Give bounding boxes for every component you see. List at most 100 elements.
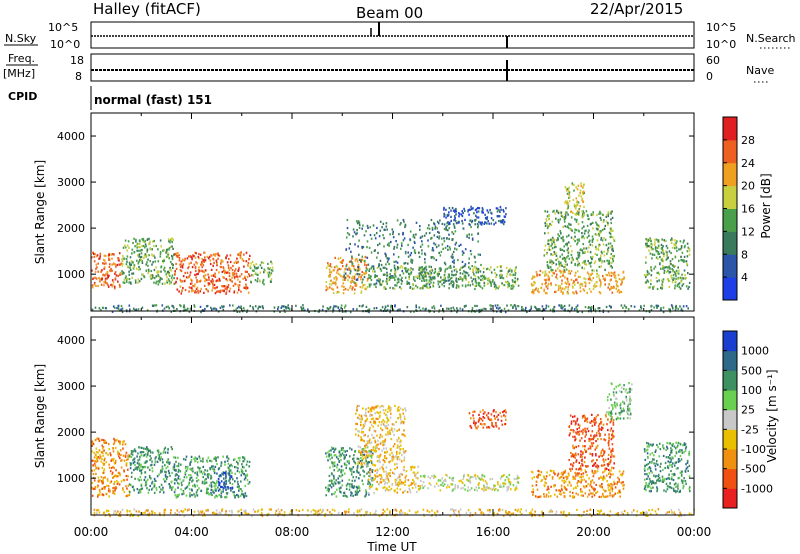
power-echo [141, 259, 143, 262]
power-echo [576, 218, 578, 221]
power-echo [462, 227, 465, 230]
power-echo [190, 282, 193, 285]
velocity-echo [162, 451, 165, 454]
power-echo [514, 268, 517, 271]
power-echo [385, 255, 387, 258]
power-echo [259, 264, 262, 267]
power-echo [615, 287, 618, 290]
power-echo [568, 241, 570, 244]
velocity-echo [451, 489, 454, 492]
power-echo [129, 263, 131, 266]
power-echo [108, 265, 111, 268]
velocity-echo [119, 442, 121, 445]
power-echo [262, 280, 264, 283]
velocity-echo [147, 491, 150, 494]
power-echo [429, 276, 432, 279]
velocity-echo [385, 413, 387, 417]
power-echo [578, 251, 581, 254]
power-echo [245, 283, 247, 286]
velocity-echo [238, 471, 241, 474]
power-echo [326, 307, 329, 310]
power-echo [553, 241, 555, 244]
power-echo [443, 237, 445, 240]
power-echo [244, 276, 246, 279]
power-echo [369, 285, 371, 288]
velocity-echo [191, 480, 193, 483]
power-echo [143, 254, 146, 257]
power-echo [362, 304, 364, 307]
power-echo [356, 229, 358, 232]
velocity-echo [126, 478, 128, 481]
power-echo [581, 210, 583, 213]
power-echo [577, 254, 579, 257]
power-echo [463, 276, 465, 280]
power-echo [395, 260, 397, 263]
power-echo [582, 210, 584, 213]
power-echo [343, 306, 346, 309]
power-echo [145, 255, 147, 258]
power-echo [650, 246, 653, 249]
power-echo [490, 266, 492, 269]
power-echo [421, 235, 424, 238]
power-echo [355, 258, 357, 261]
power-echo [570, 278, 573, 281]
power-echo [247, 264, 249, 267]
power-echo [476, 216, 478, 219]
velocity-echo [379, 481, 382, 484]
power-echo [668, 308, 670, 311]
power-echo [136, 249, 138, 252]
velocity-echo [366, 461, 369, 464]
power-echo [341, 265, 344, 268]
power-colorbar-tick: 12 [741, 225, 755, 238]
power-echo [393, 247, 395, 250]
power-echo [436, 227, 438, 230]
power-echo [238, 310, 241, 313]
velocity-echo [115, 486, 117, 489]
power-echo [145, 269, 148, 272]
power-echo [363, 272, 365, 275]
power-echo [407, 262, 409, 265]
velocity-echo [437, 484, 440, 487]
power-echo [209, 262, 212, 266]
power-echo [571, 256, 573, 259]
power-echo [407, 268, 409, 271]
power-echo [352, 276, 354, 280]
power-echo [358, 226, 361, 229]
power-echo [550, 244, 553, 247]
velocity-echo [175, 468, 177, 471]
velocity-echo [434, 475, 437, 478]
power-echo [147, 264, 149, 267]
power-echo [678, 259, 680, 262]
power-echo [253, 265, 256, 268]
power-echo [352, 235, 354, 238]
power-echo [685, 305, 688, 308]
power-echo [361, 270, 363, 273]
power-echo [251, 260, 254, 263]
velocity-echo [136, 466, 138, 469]
power-echo [215, 268, 218, 272]
velocity-echo [400, 482, 402, 485]
power-echo [295, 304, 297, 307]
velocity-echo [454, 487, 456, 490]
power-echo [581, 249, 584, 252]
power-echo [490, 271, 493, 274]
power-echo [610, 274, 613, 277]
velocity-echo [140, 463, 142, 466]
power-echo [103, 254, 106, 257]
velocity-echo [363, 414, 366, 417]
power-echo [235, 308, 237, 311]
power-echo [401, 244, 403, 247]
power-echo [359, 286, 362, 289]
power-echo [336, 291, 338, 294]
velocity-echo [151, 470, 154, 473]
power-echo [464, 248, 467, 251]
velocity-echo [237, 495, 240, 498]
power-echo [257, 266, 259, 269]
power-echo [374, 274, 376, 277]
velocity-echo [369, 426, 371, 429]
power-echo [361, 281, 363, 284]
power-echo [195, 276, 197, 279]
power-echo [421, 268, 424, 271]
power-echo [125, 275, 127, 278]
power-echo [180, 280, 183, 283]
